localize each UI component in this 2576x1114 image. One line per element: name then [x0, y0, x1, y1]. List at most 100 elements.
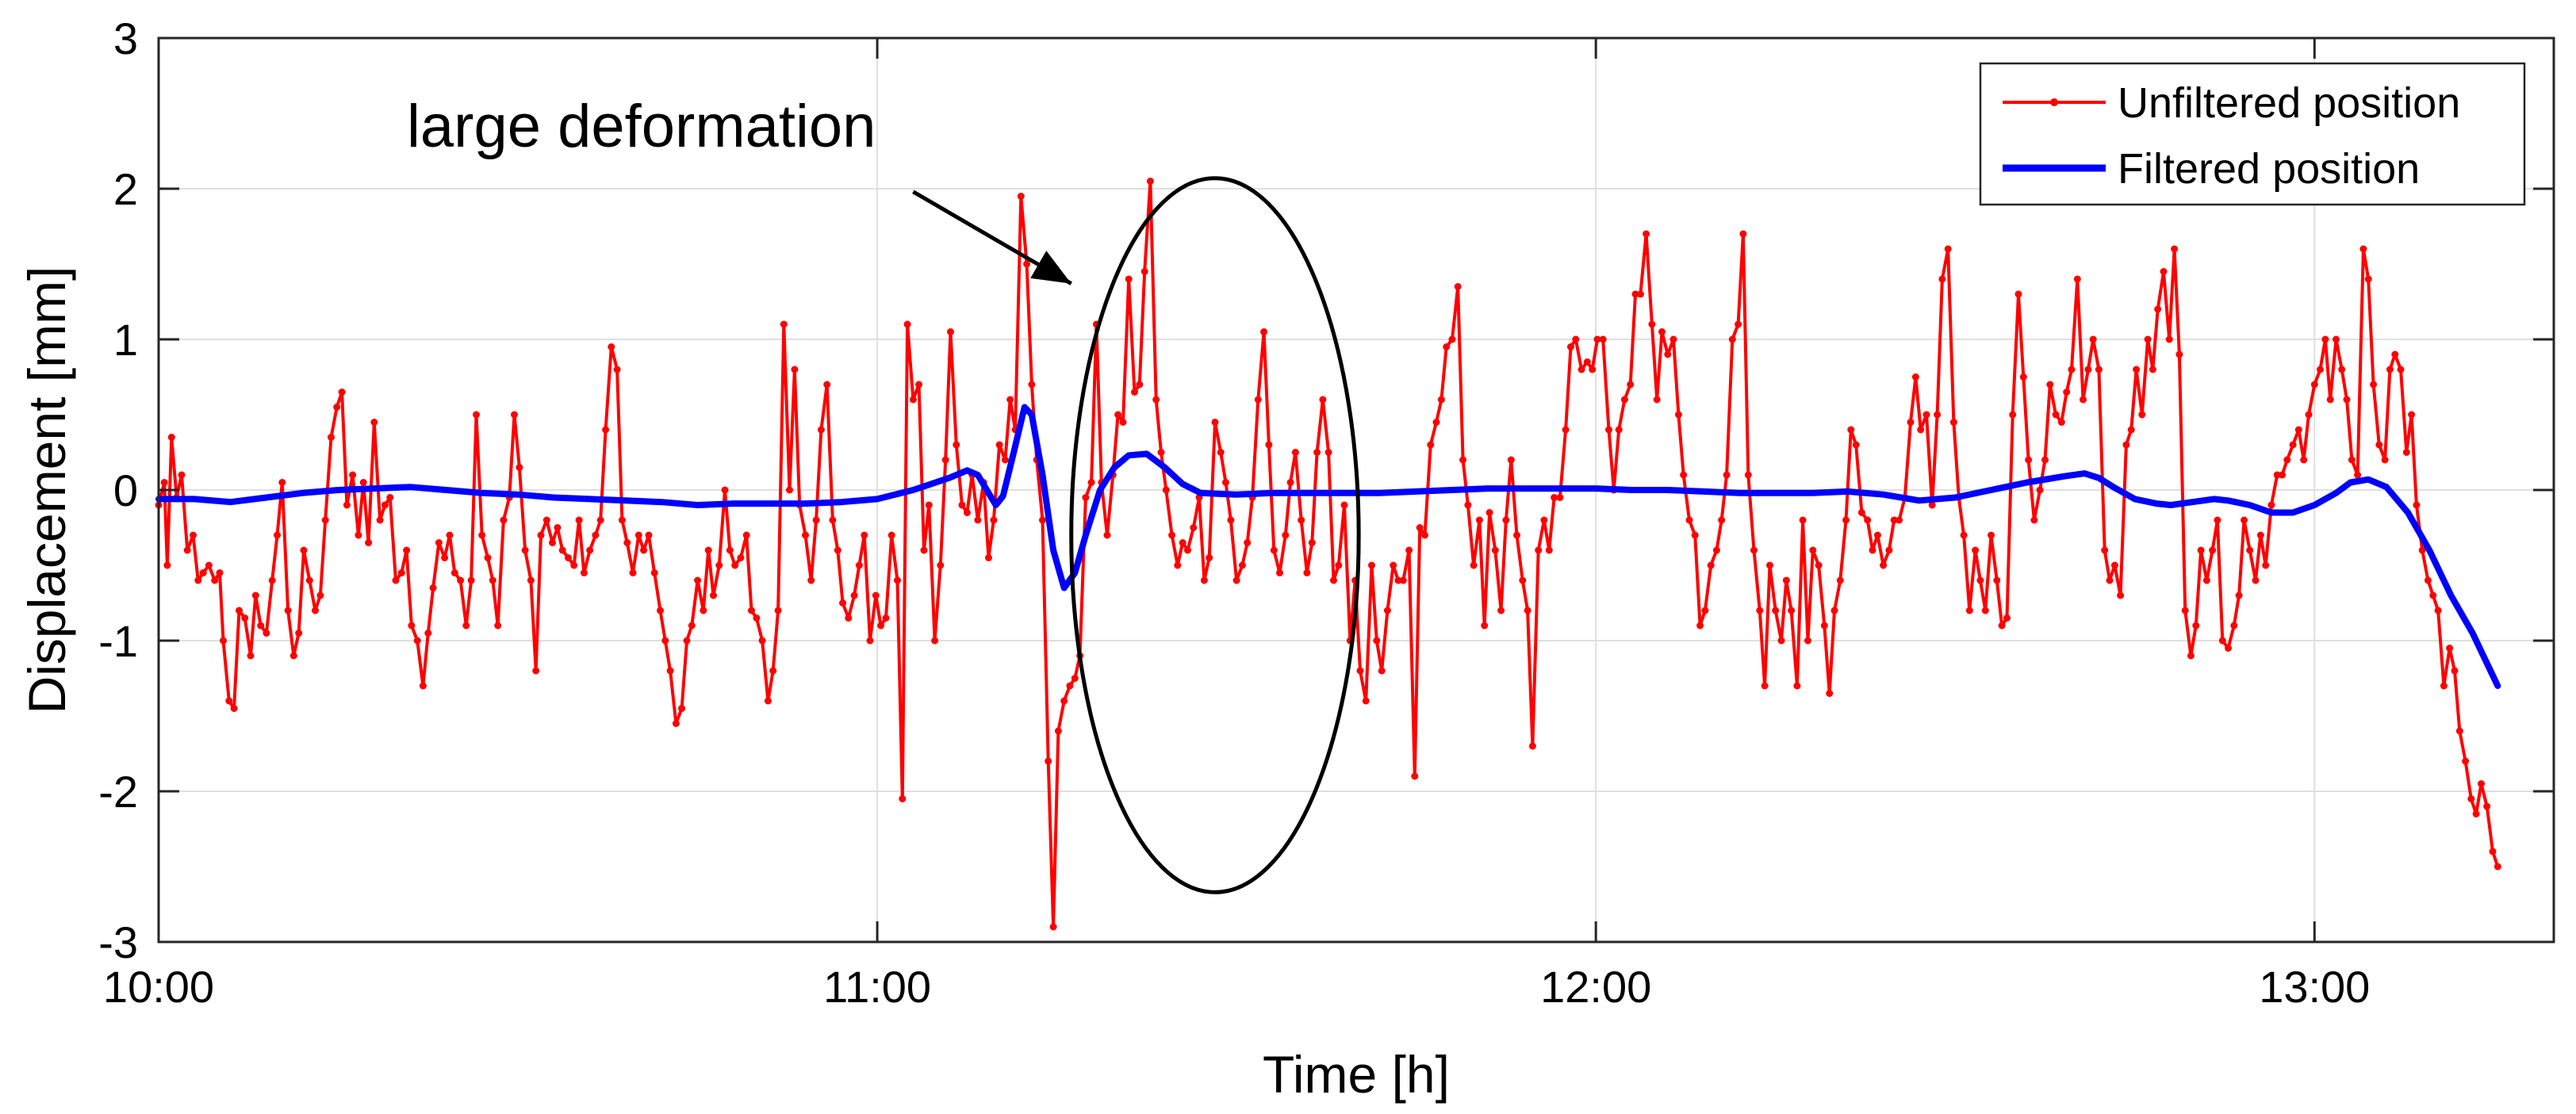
- data-point: [1432, 419, 1440, 426]
- data-point: [2408, 411, 2416, 419]
- data-point: [489, 576, 496, 584]
- data-point: [2418, 546, 2426, 554]
- data-point: [376, 516, 384, 524]
- data-point: [1852, 441, 1860, 449]
- data-point: [178, 471, 186, 479]
- data-point: [2036, 486, 2044, 494]
- data-point: [1718, 516, 1726, 524]
- series-filtered-line: [155, 404, 2501, 689]
- data-point: [829, 516, 837, 524]
- data-point: [424, 630, 432, 637]
- data-point: [753, 614, 761, 622]
- data-point: [441, 554, 449, 561]
- data-point: [1200, 576, 1208, 584]
- data-point: [1308, 539, 1316, 546]
- data-point: [1842, 516, 1850, 524]
- data-point: [199, 569, 207, 576]
- data-point: [1190, 524, 1198, 531]
- data-point: [995, 441, 1003, 449]
- data-point: [1944, 245, 1952, 253]
- data-point: [1928, 501, 1936, 509]
- data-point: [1232, 576, 1240, 584]
- data-point: [2326, 396, 2334, 404]
- data-point: [2073, 275, 2081, 283]
- data-point: [2030, 516, 2038, 524]
- data-point: [1039, 516, 1046, 524]
- data-point: [1437, 396, 1445, 404]
- data-point: [1119, 419, 1127, 426]
- data-point: [1993, 576, 2001, 584]
- data-point: [1507, 456, 1515, 464]
- data-point: [1459, 456, 1467, 464]
- data-point: [1179, 539, 1186, 546]
- data-point: [1976, 576, 1984, 584]
- data-point: [715, 561, 723, 569]
- data-point: [596, 516, 604, 524]
- data-point: [769, 667, 777, 675]
- data-point: [163, 561, 171, 569]
- data-point: [634, 531, 642, 539]
- data-point: [1911, 373, 1919, 381]
- data-point: [1362, 697, 1370, 705]
- data-point: [1857, 509, 1865, 516]
- data-point: [1146, 178, 1154, 185]
- data-point: [1399, 576, 1407, 584]
- data-point: [2175, 350, 2183, 358]
- data-point: [2133, 366, 2141, 373]
- data-point: [511, 411, 518, 419]
- data-point: [2154, 305, 2162, 313]
- data-point: [710, 591, 717, 599]
- data-point: [1356, 667, 1364, 675]
- data-point: [650, 569, 658, 576]
- data-point: [2144, 335, 2152, 343]
- data-point: [1071, 675, 1079, 682]
- data-point: [726, 546, 734, 554]
- legend: Unfiltered position Filtered position: [1979, 62, 2526, 206]
- data-point: [403, 546, 411, 554]
- data-point: [1303, 569, 1311, 576]
- data-point: [1286, 479, 1294, 486]
- data-point: [2483, 802, 2491, 810]
- data-point: [565, 554, 572, 561]
- data-point: [1631, 290, 1639, 298]
- data-point: [666, 667, 674, 675]
- data-point: [758, 637, 766, 645]
- data-point: [2478, 780, 2485, 787]
- data-point: [941, 456, 949, 464]
- data-point: [1648, 320, 1656, 328]
- y-tick-label: 0: [113, 465, 138, 515]
- data-point: [1772, 607, 1780, 614]
- data-point: [1890, 516, 1898, 524]
- data-point: [704, 546, 712, 554]
- data-point: [1766, 561, 1773, 569]
- data-point: [295, 630, 303, 637]
- data-point: [1136, 381, 1144, 389]
- data-point: [1653, 396, 1661, 404]
- data-point: [2386, 366, 2394, 373]
- data-point: [2402, 449, 2410, 456]
- data-point: [2462, 757, 2470, 765]
- data-point: [2052, 411, 2060, 419]
- data-point: [1114, 411, 1122, 419]
- data-point: [1788, 607, 1796, 614]
- data-point: [925, 501, 933, 509]
- data-point: [554, 524, 562, 531]
- annotation-arrow-head: [1030, 251, 1071, 284]
- data-point: [1696, 622, 1704, 630]
- data-point: [1054, 727, 1062, 735]
- data-point: [558, 546, 566, 554]
- data-point: [2057, 419, 2065, 426]
- data-point: [1820, 622, 1828, 630]
- data-point: [1411, 772, 1419, 780]
- data-point: [1260, 328, 1268, 335]
- data-point: [359, 479, 367, 486]
- data-point: [1728, 335, 1736, 343]
- data-point: [413, 637, 421, 645]
- data-point: [1988, 531, 1995, 539]
- data-point: [1782, 576, 1790, 584]
- data-point: [381, 501, 389, 509]
- data-point: [1405, 546, 1413, 554]
- data-point: [823, 381, 831, 389]
- data-point: [220, 637, 227, 645]
- data-point: [2256, 531, 2264, 539]
